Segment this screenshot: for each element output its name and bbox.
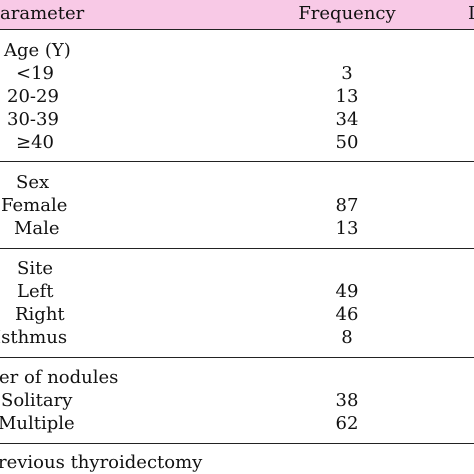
row-label: Female [1, 195, 68, 216]
row-value: 13 [335, 86, 359, 107]
group-divider [0, 357, 474, 358]
row-value: 49 [335, 281, 359, 302]
group-title-previous-thyroidectomy: revious thyroidectomy [0, 452, 203, 473]
header-third-column: I [468, 3, 474, 24]
row-label: Solitary [1, 390, 73, 411]
row-label: Isthmus [0, 327, 68, 348]
group-title-age: Age (Y) [4, 40, 71, 61]
group-title-sex: Sex [16, 172, 50, 193]
row-value: 46 [335, 304, 359, 325]
row-value: 8 [341, 327, 353, 348]
group-divider [0, 443, 474, 444]
row-label: Left [17, 281, 54, 302]
row-value: 3 [341, 63, 353, 84]
group-title-nodules: er of nodules [0, 367, 119, 388]
row-label: 20-29 [7, 86, 59, 107]
row-value: 13 [335, 218, 359, 239]
header-rule [0, 29, 474, 30]
group-divider [0, 248, 474, 249]
row-label: ≥40 [16, 132, 54, 153]
row-value: 87 [335, 195, 359, 216]
row-label: Multiple [0, 413, 75, 434]
row-value: 34 [335, 109, 359, 130]
header-frequency: Frequency [298, 3, 396, 24]
row-value: 38 [335, 390, 359, 411]
row-label: <19 [16, 63, 54, 84]
group-title-site: Site [17, 258, 53, 279]
row-label: Male [14, 218, 60, 239]
row-value: 50 [335, 132, 359, 153]
row-label: Right [15, 304, 65, 325]
group-divider [0, 161, 474, 162]
header-parameter: arameter [0, 3, 85, 24]
row-value: 62 [335, 413, 359, 434]
table-header-band [0, 0, 474, 29]
row-label: 30-39 [7, 109, 59, 130]
